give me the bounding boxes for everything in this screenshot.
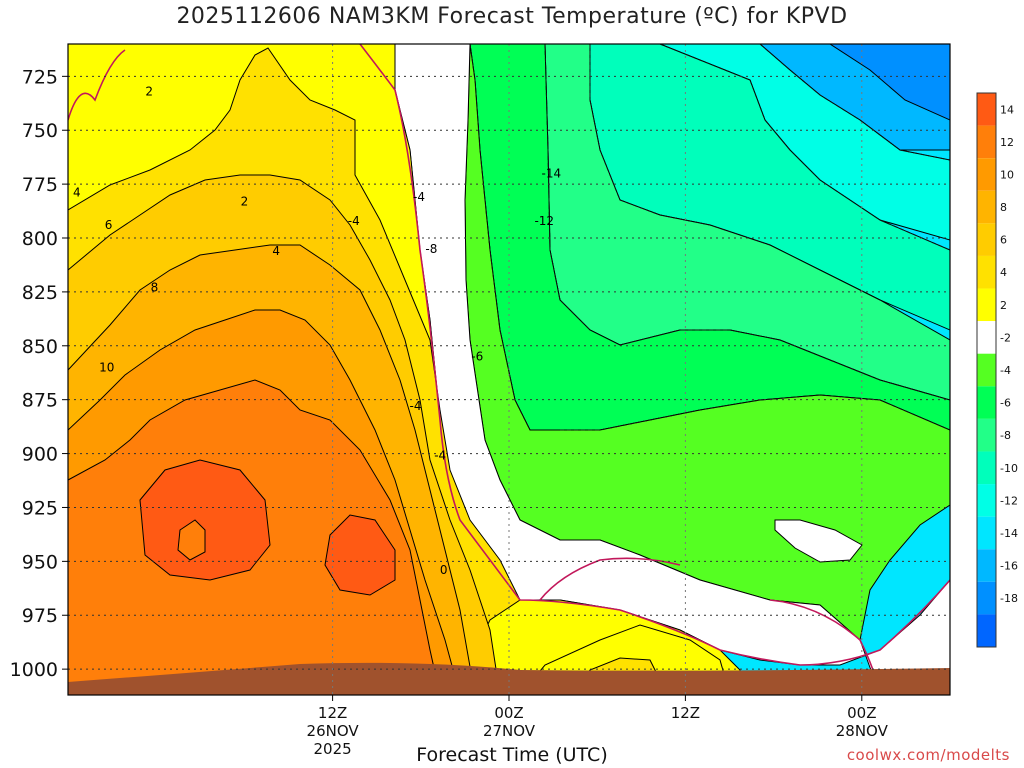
x-tick-label: 28NOV <box>836 722 889 740</box>
contour-label: -12 <box>534 214 554 228</box>
contour-label: 8 <box>151 281 159 295</box>
contour-label: -8 <box>425 242 437 256</box>
contour-label: -4 <box>348 214 360 228</box>
band-14c <box>177 519 206 561</box>
contour-label: 4 <box>272 244 280 258</box>
y-tick-label: 925 <box>22 497 58 519</box>
negative-isotherm-line <box>759 44 950 161</box>
colorbar-frame <box>976 92 997 648</box>
colorbar-label: -4 <box>1000 364 1011 377</box>
contour-label: 10 <box>99 360 114 374</box>
band-zero-pocket <box>774 519 863 563</box>
band-minus-16 <box>829 44 950 121</box>
colorbar-swatch <box>977 125 996 159</box>
colorbar-swatch <box>977 223 996 256</box>
colorbar-swatch <box>977 255 996 289</box>
negative-isotherm-line <box>589 44 771 246</box>
colorbar-label: -6 <box>1000 397 1011 410</box>
contour-label: 2 <box>145 84 153 98</box>
colorbar-swatch <box>977 484 996 517</box>
x-tick-label: 26NOV <box>307 722 360 740</box>
y-tick-label: 950 <box>22 551 58 573</box>
colorbar: 14 12 10 8 6 4 2 -2 -4 -6 -8 -10 -12 -14 -16 -18 <box>976 92 1018 648</box>
colorbar-swatch <box>977 614 996 647</box>
colorbar-label: -10 <box>1000 462 1018 475</box>
y-tick-label: 725 <box>22 66 58 88</box>
ground-terrain <box>68 662 950 695</box>
y-tick-label: 1000 <box>10 659 58 681</box>
negative-isotherm-line <box>659 44 950 251</box>
colorbar-label: 4 <box>1000 266 1007 279</box>
y-tick-label: 875 <box>22 390 58 412</box>
colorbar-swatch <box>977 418 996 452</box>
colorbar-label: -2 <box>1000 331 1011 344</box>
colorbar-label: 10 <box>1000 168 1014 181</box>
colorbar-label: -14 <box>1000 527 1018 540</box>
negative-isotherm-line <box>619 329 950 401</box>
source-credit: coolwx.com/modelts <box>846 746 1010 764</box>
contour-label: -4 <box>434 449 446 463</box>
colorbar-swatch <box>977 386 996 419</box>
band-14a <box>139 459 271 581</box>
colorbar-label: 8 <box>1000 201 1007 214</box>
colorbar-swatch <box>977 549 996 582</box>
y-tick-label: 850 <box>22 336 58 358</box>
colorbar-label: 14 <box>1000 103 1014 116</box>
negative-isotherm-line <box>544 44 591 331</box>
y-tick-label: 775 <box>22 174 58 196</box>
x-tick-label: 00Z <box>847 704 876 722</box>
contour-label: 4 <box>73 186 81 200</box>
y-tick-label: 750 <box>22 120 58 142</box>
contour-label: 6 <box>105 218 113 232</box>
contour-label: -4 <box>413 190 425 204</box>
colorbar-swatch <box>977 581 996 615</box>
zero-isotherm-line <box>359 44 950 666</box>
colorbar-swatch <box>977 516 996 550</box>
colorbar-label: -12 <box>1000 494 1018 507</box>
colorbar-label: 2 <box>1000 299 1007 312</box>
colorbar-swatch <box>977 321 996 354</box>
colorbar-label: 12 <box>1000 136 1014 149</box>
contour-label: 0 <box>440 563 448 577</box>
colorbar-label: -18 <box>1000 592 1018 605</box>
band-14b <box>324 514 396 596</box>
x-tick-label: 27NOV <box>483 722 536 740</box>
colorbar-swatch <box>977 288 996 322</box>
negative-isotherm-line <box>469 44 531 431</box>
colorbar-swatch <box>977 451 996 485</box>
contour-label: 2 <box>241 194 249 208</box>
x-tick-label: 12Z <box>671 704 700 722</box>
x-axis-label: Forecast Time (UTC) <box>416 744 608 766</box>
contour-label: -14 <box>542 166 562 180</box>
colorbar-label: 6 <box>1000 234 1007 247</box>
zero-isotherm-line <box>539 557 681 601</box>
colorbar-swatch <box>977 190 996 224</box>
colorbar-label: -8 <box>1000 429 1011 442</box>
y-tick-label: 975 <box>22 605 58 627</box>
colorbar-swatch <box>977 353 996 387</box>
x-tick-label: 00Z <box>494 704 523 722</box>
x-tick-label: 12Z <box>318 704 347 722</box>
x-tick-label: 2025 <box>314 740 352 758</box>
y-tick-label: 825 <box>22 282 58 304</box>
zero-isotherm-line <box>68 49 126 121</box>
y-tick-label: 900 <box>22 444 58 466</box>
gridlines <box>68 44 950 695</box>
colorbar-swatch <box>977 158 996 191</box>
chart-title: 2025112606 NAM3KM Forecast Temperature (… <box>176 4 848 29</box>
colorbar-swatch <box>977 93 996 126</box>
y-tick-label: 800 <box>22 228 58 250</box>
contour-label: -4 <box>410 399 422 413</box>
colorbar-label: -16 <box>1000 560 1018 573</box>
contour-label: -6 <box>471 350 483 364</box>
